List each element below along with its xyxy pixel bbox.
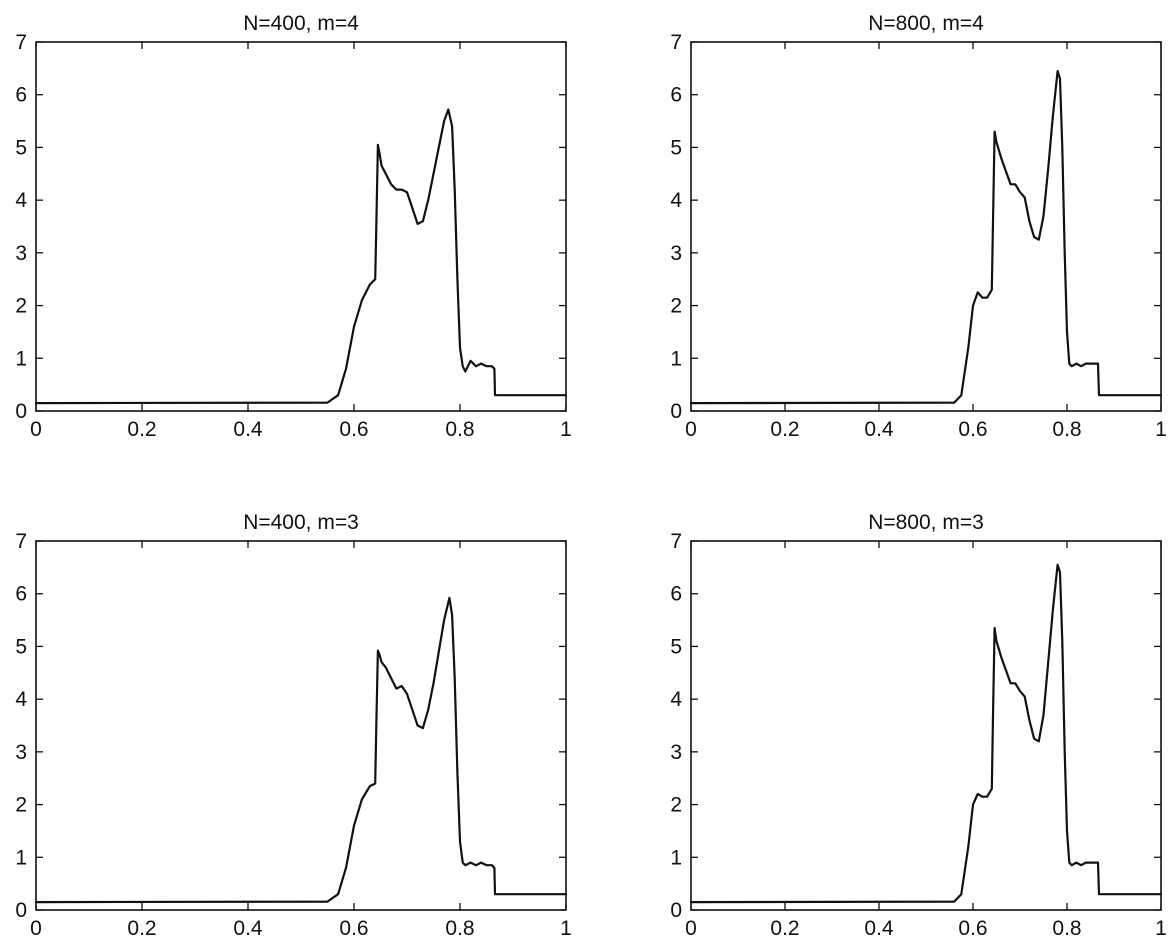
y-tick-label: 5 — [15, 136, 27, 159]
x-tick-label: 0.8 — [1052, 418, 1081, 441]
y-tick-label: 6 — [670, 583, 682, 606]
x-tick-label: 0 — [30, 418, 42, 441]
x-tick-label: 0.4 — [233, 418, 263, 441]
x-tick-label: 0.2 — [770, 418, 799, 441]
y-tick-label: 6 — [15, 84, 27, 107]
y-tick-label: 7 — [15, 31, 27, 54]
x-tick-label: 1 — [1155, 917, 1167, 940]
panel-title: N=800, m=3 — [868, 511, 984, 534]
panel-2: N=800, m=4 0 0.2 0.4 0.6 0.8 1 0 1 2 3 4 5 6 7 — [670, 12, 1167, 441]
x-tick-label: 0.2 — [127, 917, 156, 940]
x-tick-label: 0.8 — [445, 418, 474, 441]
x-tick-label: 0.4 — [233, 917, 263, 940]
y-tick-label: 3 — [670, 741, 682, 764]
plot-frame — [690, 540, 1162, 911]
y-tick-label: 2 — [670, 794, 682, 817]
x-tick-label: 0.8 — [1052, 917, 1081, 940]
y-tick-label: 0 — [15, 899, 27, 922]
y-tick-label: 1 — [15, 846, 27, 869]
panel-4: N=800, m=3 0 0.2 0.4 0.6 0.8 1 0 1 2 3 4 5 6 7 — [670, 511, 1167, 940]
x-tick-label: 0.4 — [864, 418, 894, 441]
panel-title: N=800, m=4 — [868, 12, 984, 35]
x-tick-label: 0 — [30, 917, 42, 940]
x-tick-label: 0 — [685, 418, 697, 441]
y-tick-label: 5 — [670, 635, 682, 658]
y-tick-label: 1 — [670, 347, 682, 370]
y-tick-label: 2 — [15, 295, 27, 318]
y-tick-label: 4 — [670, 189, 682, 212]
y-tick-label: 7 — [670, 31, 682, 54]
y-tick-label: 6 — [15, 583, 27, 606]
y-tick-label: 3 — [670, 242, 682, 265]
y-tick-label: 1 — [15, 347, 27, 370]
series-line-1 — [689, 69, 1163, 405]
series-line-1 — [689, 563, 1163, 904]
x-tick-label: 1 — [1155, 418, 1167, 441]
x-tick-label: 0 — [685, 917, 697, 940]
y-tick-label: 7 — [15, 530, 27, 553]
y-tick-label: 7 — [670, 530, 682, 553]
x-tick-label: 0.6 — [958, 418, 987, 441]
y-tick-label: 4 — [15, 189, 27, 212]
plot-frame — [690, 41, 1162, 412]
plot-frame — [35, 540, 567, 911]
panel-3: N=400, m=3 0 0.2 0.4 0.6 0.8 1 0 1 2 3 4 5 6 7 — [15, 511, 572, 940]
series-line-1 — [34, 596, 568, 904]
y-tick-label: 3 — [15, 242, 27, 265]
x-tick-label: 0.4 — [864, 917, 894, 940]
y-tick-label: 0 — [670, 899, 682, 922]
series-line-1 — [34, 108, 568, 405]
panel-title: N=400, m=4 — [243, 12, 359, 35]
plot-frame — [35, 41, 567, 412]
x-tick-label: 0.2 — [127, 418, 156, 441]
panel-1: N=400, m=4 0 0.2 0.4 0.6 0.8 1 0 1 2 3 4 5 6 7 — [15, 12, 572, 441]
x-tick-label: 0.2 — [770, 917, 799, 940]
y-tick-label: 6 — [670, 84, 682, 107]
y-tick-label: 2 — [15, 794, 27, 817]
y-tick-label: 4 — [670, 688, 682, 711]
x-tick-label: 1 — [560, 917, 572, 940]
y-tick-label: 5 — [15, 635, 27, 658]
y-tick-label: 3 — [15, 741, 27, 764]
y-tick-label: 5 — [670, 136, 682, 159]
y-tick-label: 0 — [670, 400, 682, 423]
x-tick-label: 0.6 — [339, 917, 368, 940]
y-tick-label: 0 — [15, 400, 27, 423]
x-tick-label: 1 — [560, 418, 572, 441]
x-tick-label: 0.8 — [445, 917, 474, 940]
x-tick-label: 0.6 — [339, 418, 368, 441]
y-tick-label: 1 — [670, 846, 682, 869]
panel-title: N=400, m=3 — [243, 511, 359, 534]
x-tick-label: 0.6 — [958, 917, 987, 940]
y-tick-label: 4 — [15, 688, 27, 711]
y-tick-label: 2 — [670, 295, 682, 318]
